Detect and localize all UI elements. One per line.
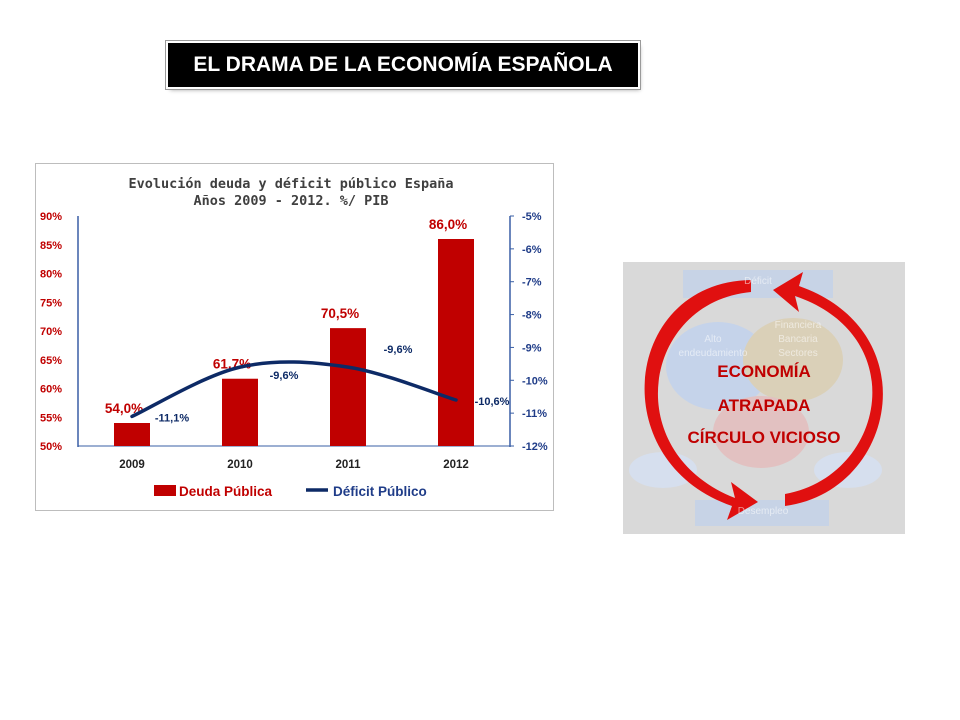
faint-circle-left xyxy=(666,322,770,410)
deuda-data-label: 70,5% xyxy=(321,306,359,321)
chart-subtitle: Años 2009 - 2012. %/ PIB xyxy=(193,193,388,209)
right-axis-tick-label: -12% xyxy=(522,441,548,453)
right-axis-tick-label: -7% xyxy=(522,277,542,289)
diagram-text-line-3: CÍRCULO VICIOSO xyxy=(687,428,841,447)
slide-title: EL DRAMA DE LA ECONOMÍA ESPAÑOLA xyxy=(168,43,638,87)
deficit-data-label: -11,1% xyxy=(155,412,189,424)
faint-circle-right xyxy=(743,318,843,402)
left-axis-tick-label: 75% xyxy=(40,297,62,309)
faint-label-deficit: Déficit xyxy=(744,276,772,287)
faint-box-bottom xyxy=(695,500,829,526)
faint-label-endeudamiento: endeudamiento xyxy=(678,348,748,359)
right-axis-tick-label: -5% xyxy=(522,211,542,223)
chart-title: Evolución deuda y déficit público España xyxy=(128,176,453,192)
cycle-arrow-right xyxy=(773,272,883,506)
left-axis-tick-label: 65% xyxy=(40,355,62,367)
x-axis-category-label: 2011 xyxy=(336,459,362,471)
left-axis-tick-label: 55% xyxy=(40,412,62,424)
cycle-arrow-left xyxy=(644,280,758,520)
left-axis-tick-label: 70% xyxy=(40,326,62,338)
left-axis-tick-label: 80% xyxy=(40,269,62,281)
deuda-deficit-chart: Evolución deuda y déficit público España… xyxy=(40,176,548,499)
left-axis-tick-label: 85% xyxy=(40,240,62,252)
legend-label-deuda: Deuda Pública xyxy=(179,484,273,499)
vicious-circle-diagram: Déficit Alto endeudamiento Financiera Ba… xyxy=(623,262,905,534)
deuda-bar-2012 xyxy=(438,239,474,446)
faint-label-financiera: Financiera xyxy=(774,320,822,331)
right-axis-tick-label: -11% xyxy=(522,408,547,420)
deficit-data-label: -9,6% xyxy=(384,344,413,356)
deficit-data-label: -10,6% xyxy=(475,396,510,408)
x-axis-category-label: 2012 xyxy=(443,459,469,471)
deficit-data-label: -9,6% xyxy=(270,370,299,382)
x-axis-category-label: 2009 xyxy=(119,459,145,471)
deuda-data-label: 86,0% xyxy=(429,217,467,232)
left-axis-tick-label: 90% xyxy=(40,211,62,223)
diagram-text-line-1: ECONOMÍA xyxy=(717,362,811,381)
legend-swatch-deuda xyxy=(154,485,176,496)
diagram-text-line-2: ATRAPADA xyxy=(717,396,811,415)
deuda-bar-2011 xyxy=(330,328,366,446)
faint-label-desempleo: Desempleo xyxy=(737,506,789,517)
x-axis-category-label: 2010 xyxy=(227,459,253,471)
faint-label-bancaria: Bancaria xyxy=(778,334,818,345)
legend-label-deficit: Déficit Público xyxy=(333,484,427,499)
deuda-bar-2009 xyxy=(114,423,150,446)
right-axis-tick-label: -6% xyxy=(522,244,542,256)
diagram-graphics xyxy=(629,270,883,526)
faint-circle-bottom xyxy=(713,396,809,468)
left-axis-tick-label: 50% xyxy=(40,441,62,453)
faint-label-alto: Alto xyxy=(704,334,722,345)
deficit-series-line xyxy=(130,360,458,419)
deuda-data-label: 54,0% xyxy=(105,401,143,416)
right-axis-tick-label: -9% xyxy=(522,342,542,354)
deuda-bar-2010 xyxy=(222,378,258,446)
chart-panel: Evolución deuda y déficit público España… xyxy=(35,163,554,511)
left-axis-tick-label: 60% xyxy=(40,384,62,396)
right-axis-tick-label: -10% xyxy=(522,375,548,387)
faint-label-sectores: Sectores xyxy=(778,348,818,359)
right-axis-tick-label: -8% xyxy=(522,310,542,322)
